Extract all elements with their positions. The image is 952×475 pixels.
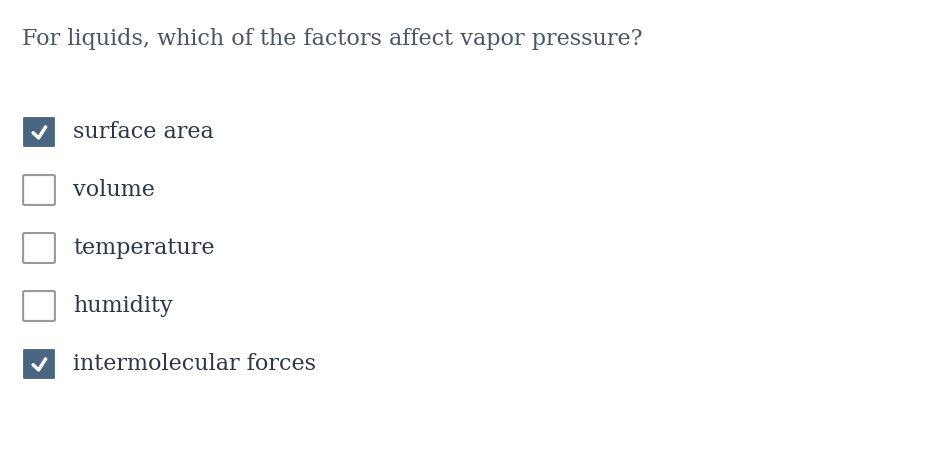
Text: For liquids, which of the factors affect vapor pressure?: For liquids, which of the factors affect…	[22, 28, 642, 50]
Text: surface area: surface area	[73, 121, 213, 143]
Text: temperature: temperature	[73, 237, 214, 259]
Text: humidity: humidity	[73, 295, 172, 317]
Text: intermolecular forces: intermolecular forces	[73, 353, 316, 375]
Text: volume: volume	[73, 179, 155, 201]
